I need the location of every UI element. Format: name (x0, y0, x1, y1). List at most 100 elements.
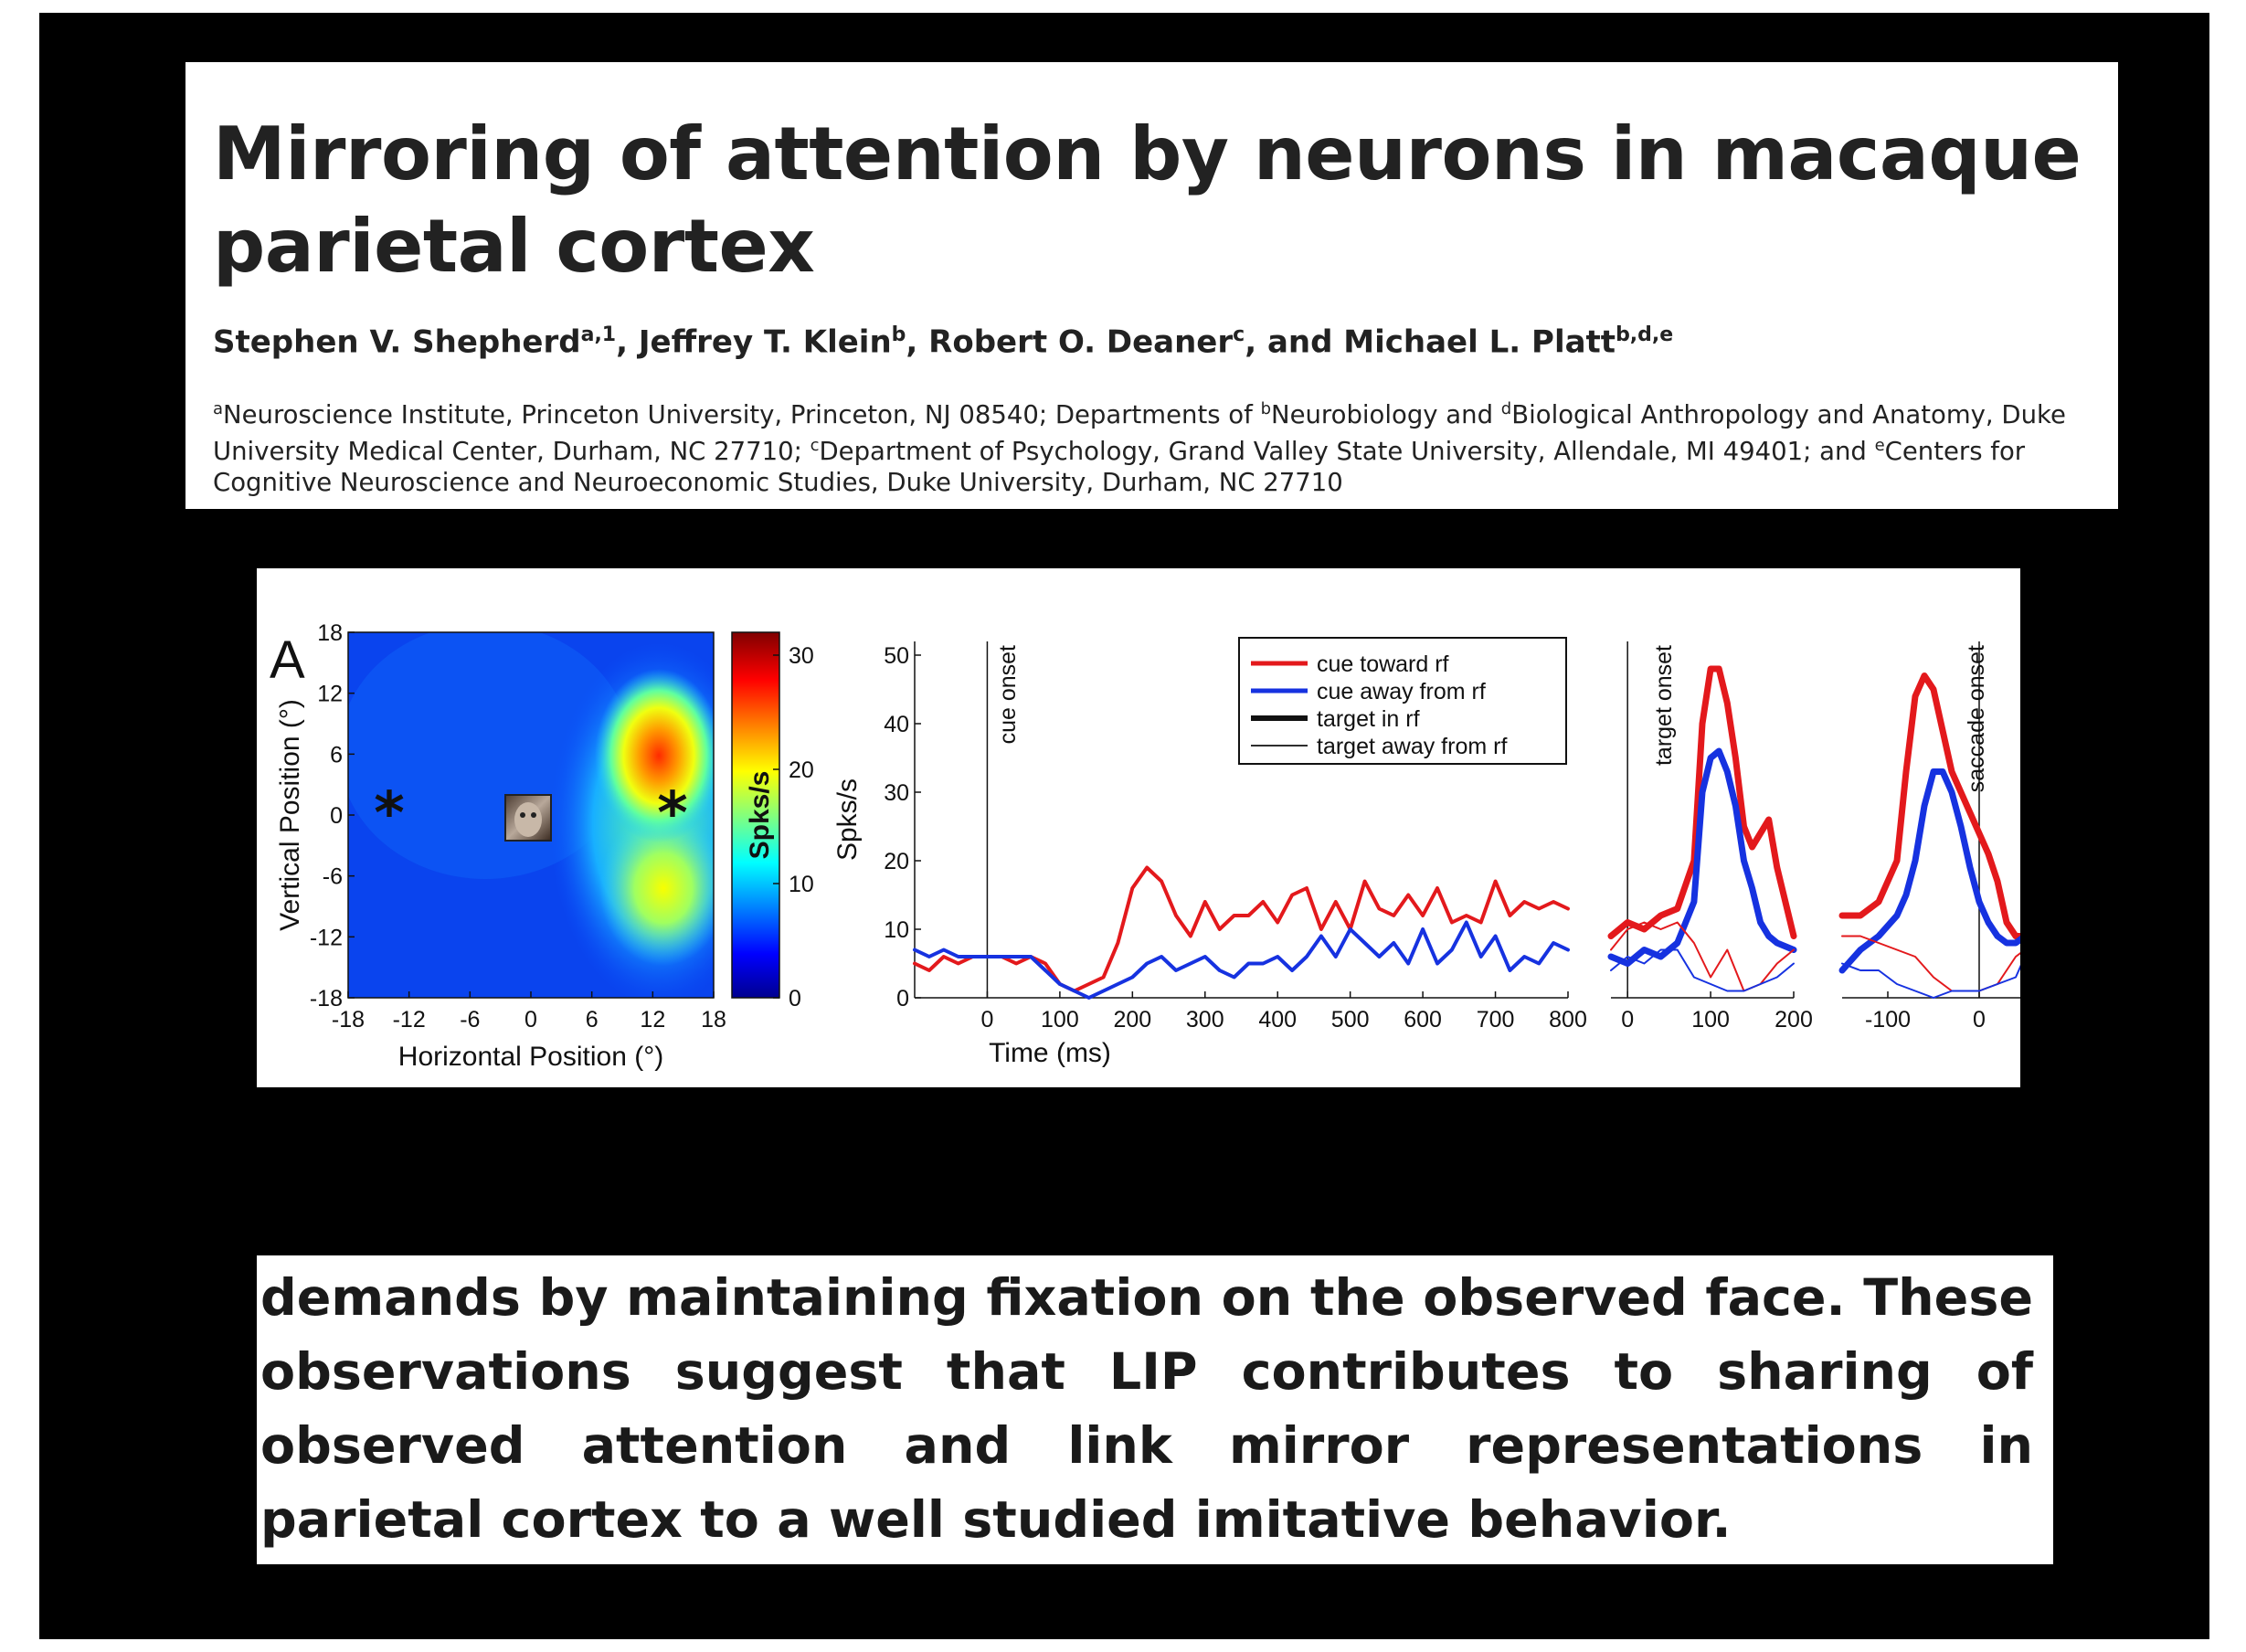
x-tick-label: -6 (460, 1007, 480, 1032)
legend-box (1238, 637, 1567, 765)
y-tick-label: 40 (884, 712, 909, 737)
x-tick-label: 200 (1775, 1007, 1813, 1032)
figure-svg: A * * -18 -12 -6 0 6 12 18 18 12 6 0 -6 -12 -18 Horizo… (270, 620, 2020, 1072)
y-tick-label: 18 (317, 620, 343, 646)
legend-label: cue toward rf (1317, 651, 1449, 677)
abstract-excerpt: demands by maintaining fixation on the o… (260, 1268, 2033, 1550)
x-tick-label: -18 (332, 1007, 365, 1032)
slide-background: Mirroring of attention by neurons in mac… (39, 13, 2209, 1639)
y-tick-label: 10 (884, 917, 909, 943)
y-tick-label: -18 (310, 986, 343, 1011)
x-tick-label: 6 (586, 1007, 599, 1032)
affiliation-text: Centers for Cognitive Neuroscience and N… (213, 437, 2026, 498)
x-tick-label: 200 (1113, 1007, 1151, 1032)
y-tick-label: 0 (330, 803, 343, 829)
heatmap-chart: A * * -18 -12 -6 0 6 12 18 18 12 6 0 -6 -12 -18 Horizo… (270, 620, 814, 1072)
author-affiliation-mark: b,d,e (1616, 323, 1674, 346)
x-tick-label: 800 (1549, 1007, 1587, 1032)
author-affiliation-mark: a,1 (580, 323, 617, 346)
y-tick-label: 6 (330, 742, 343, 768)
colorbar-tick-label: 0 (789, 986, 801, 1011)
x-tick-label: 12 (640, 1007, 665, 1032)
x-tick-label: 300 (1186, 1007, 1224, 1032)
series-line-cue-toward-rf-target-away-from-rf (1841, 935, 2020, 992)
author-affiliation-mark: c (1233, 323, 1245, 346)
target-onset-chart: 0 100 200 target onset (1607, 641, 1813, 1032)
title-line-1: Mirroring of attention by neurons in mac… (213, 111, 2082, 196)
saccade-onset-chart: -100 0 saccade onset (1838, 641, 2020, 1032)
x-tick-label: 0 (980, 1007, 993, 1032)
x-tick-label: 18 (701, 1007, 726, 1032)
y-tick-label: 50 (884, 643, 909, 669)
author-name: Robert O. Deaner (928, 323, 1234, 361)
event-line-label: target onset (1651, 645, 1677, 766)
affiliations: aNeuroscience Institute, Princeton Unive… (213, 394, 2104, 498)
colorbar-tick-label: 20 (789, 757, 814, 783)
y-tick-label: 0 (896, 986, 909, 1011)
x-tick-label: -12 (393, 1007, 426, 1032)
y-tick-label: 20 (884, 849, 909, 874)
asterisk-left: * (374, 780, 404, 848)
author-name: Stephen V. Shepherd (213, 323, 581, 361)
affiliation-mark: a (213, 399, 224, 418)
y-tick-label: -12 (310, 925, 343, 950)
panel-label: A (270, 630, 305, 690)
x-tick-label: 0 (524, 1007, 537, 1032)
paper-title: Mirroring of attention by neurons in mac… (213, 108, 2095, 292)
x-tick-label: 600 (1404, 1007, 1442, 1032)
x-tick-label: 0 (1973, 1007, 1986, 1032)
series-line-cue-toward-rf (913, 865, 1570, 993)
event-line-label: saccade onset (1964, 645, 1989, 792)
colorbar-tick-label: 30 (789, 643, 814, 669)
series-line-cue-toward-rf-target-in-rf (1838, 672, 2020, 939)
y-axis-label: Spks/s (832, 778, 863, 861)
monkey-face-image (504, 794, 552, 842)
heatmap-hotspot-upper (595, 669, 714, 842)
series-line-cue-away-from-rf-target-in-rf (1607, 747, 1797, 967)
x-tick-label: 0 (1621, 1007, 1634, 1032)
x-tick-label: -100 (1865, 1007, 1911, 1032)
x-tick-label: 700 (1477, 1007, 1515, 1032)
colorbar-ticks: 0 10 20 30 (773, 643, 814, 1011)
y-axis-label: Vertical Position (°) (275, 699, 305, 931)
affiliation-mark: e (1874, 436, 1885, 456)
x-tick-label: 400 (1258, 1007, 1297, 1032)
affiliation-text: Biological Anthropology and Anatomy, Duk… (213, 400, 2066, 467)
series-line-cue-away-from-rf-target-away-from-rf (1841, 962, 2020, 999)
affiliation-text: Department of Psychology, Grand Valley S… (819, 437, 1875, 467)
paper-header: Mirroring of attention by neurons in mac… (185, 62, 2118, 509)
heatmap-hotspot-lower (599, 810, 714, 966)
x-tick-label: 500 (1331, 1007, 1370, 1032)
y-tick-label: -6 (323, 864, 343, 890)
title-line-2: parietal cortex (213, 204, 815, 289)
event-line-label: cue onset (995, 645, 1021, 744)
author-list: Stephen V. Shepherda,1, Jeffrey T. Klein… (213, 323, 1674, 361)
colorbar (731, 631, 780, 999)
series-line-cue-away-from-rf-target-in-rf (1838, 768, 2020, 974)
author-name: Jeffrey T. Klein (638, 323, 892, 361)
author-affiliation-mark: b (891, 323, 906, 346)
asterisk-right: * (657, 780, 687, 848)
affiliation-text: Neurobiology and (1271, 400, 1501, 430)
series-line-cue-away-from-rf-target-away-from-rf (1610, 948, 1795, 992)
legend-label: target in rf (1317, 706, 1420, 732)
legend-label: cue away from rf (1317, 679, 1486, 704)
x-axis-label: Time (ms) (989, 1038, 1111, 1068)
series-line-cue-away-from-rf (913, 920, 1570, 1000)
abstract-excerpt-box: demands by maintaining fixation on the o… (257, 1255, 2053, 1564)
affiliation-mark: d (1500, 399, 1512, 418)
y-tick-label: 12 (317, 682, 343, 707)
affiliation-text: Neuroscience Institute, Princeton Univer… (223, 400, 1261, 430)
affiliation-mark: c (810, 436, 820, 456)
colorbar-tick-label: 10 (789, 872, 814, 897)
heatmap-axes: -18 -12 -6 0 6 12 18 18 12 6 0 -6 -12 -18 Horizontal P… (275, 620, 726, 1072)
colorbar-label: Spks/s (745, 771, 775, 860)
author-name: Michael L. Platt (1343, 323, 1616, 361)
series-line-cue-toward-rf-target-away-from-rf (1610, 921, 1795, 992)
series-line-cue-toward-rf-target-in-rf (1607, 665, 1797, 939)
figure-panel: A * * -18 -12 -6 0 6 12 18 18 12 6 0 -6 -12 -18 Horizo… (257, 568, 2020, 1087)
affiliation-mark: b (1260, 399, 1271, 418)
y-tick-label: 30 (884, 780, 909, 806)
